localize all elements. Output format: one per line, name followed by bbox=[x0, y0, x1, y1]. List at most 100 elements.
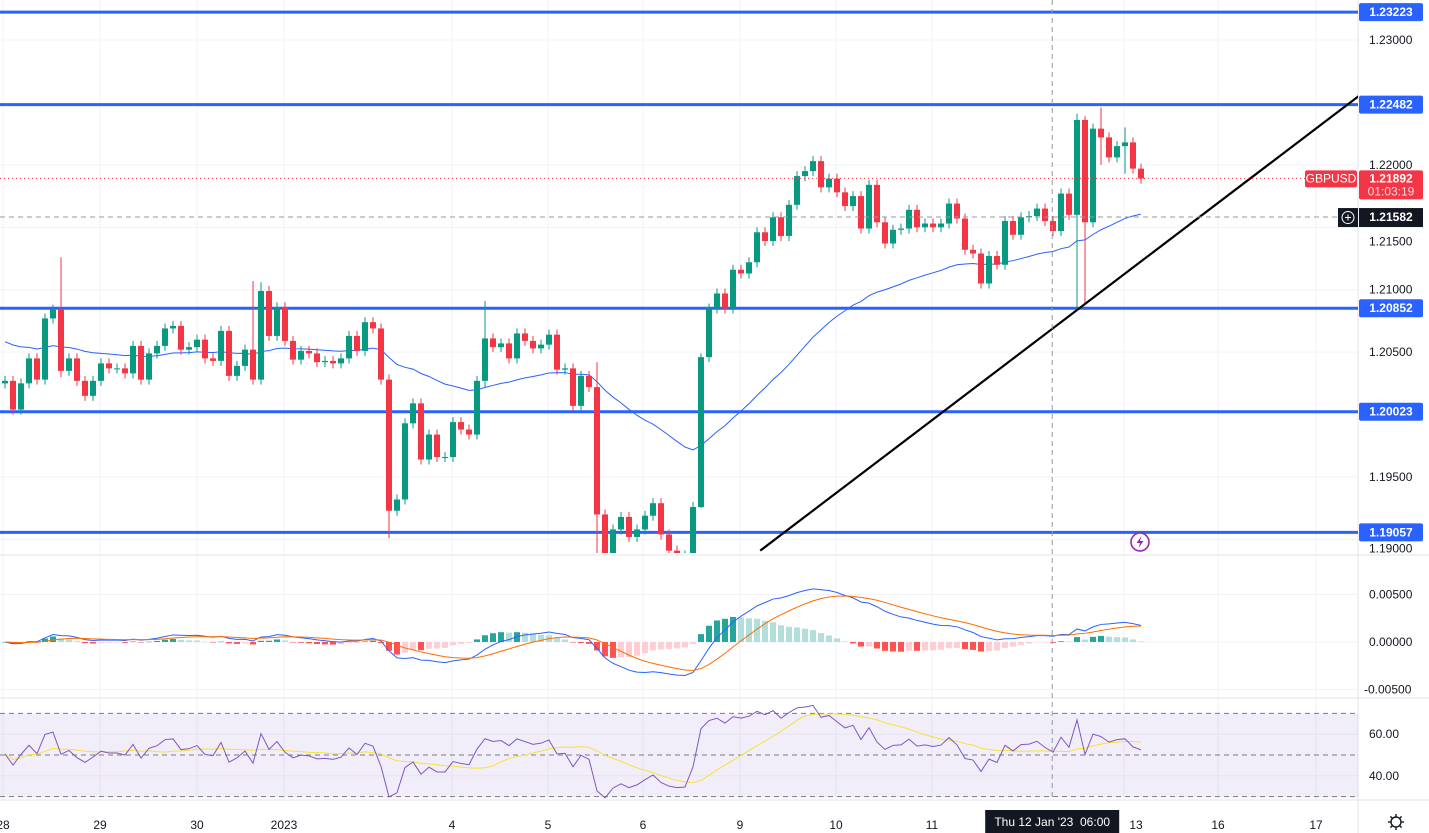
horizontal-levels[interactable] bbox=[0, 10, 1358, 534]
candle-down bbox=[1098, 107, 1104, 165]
candle-body bbox=[666, 534, 672, 551]
macd-histogram-bar bbox=[490, 633, 496, 642]
macd-histogram-bar bbox=[650, 642, 656, 651]
candle-body bbox=[498, 343, 504, 348]
candle-down bbox=[1106, 132, 1112, 163]
candle-body bbox=[858, 196, 864, 229]
macd-histogram-bar bbox=[378, 642, 384, 644]
macd-histogram-bar bbox=[146, 641, 152, 643]
lightning-icon[interactable] bbox=[1130, 532, 1150, 552]
candle-body bbox=[522, 333, 528, 341]
candle-down bbox=[378, 323, 384, 385]
candle-up bbox=[810, 156, 816, 177]
level-price-label: 1.19057 bbox=[1369, 525, 1413, 539]
candle-up bbox=[482, 300, 488, 388]
candle-body bbox=[730, 269, 736, 309]
trendline-group[interactable] bbox=[759, 95, 1360, 552]
macd-histogram-bar bbox=[1018, 642, 1024, 645]
macd-histogram-bar bbox=[338, 642, 344, 645]
price-tick-label: 1.23000 bbox=[1369, 33, 1413, 47]
macd-histogram-bar bbox=[666, 642, 672, 650]
candle-up bbox=[1018, 212, 1024, 240]
candle-down bbox=[490, 333, 496, 353]
candle-body bbox=[186, 347, 192, 350]
candle-body bbox=[890, 229, 896, 244]
candle-body bbox=[794, 176, 800, 205]
candle-up bbox=[906, 204, 912, 234]
candle-up bbox=[538, 339, 544, 354]
candle-body bbox=[234, 365, 240, 376]
candle-body bbox=[322, 360, 328, 363]
candle-body bbox=[658, 503, 664, 535]
candle-body bbox=[786, 204, 792, 237]
macd-histogram-bar bbox=[346, 642, 352, 644]
settings-gear-icon[interactable] bbox=[1388, 814, 1404, 830]
price-axis[interactable]: 1.23000 1.22000 1.21500 1.21000 1.20500 1.195… bbox=[1364, 33, 1413, 783]
candle-body bbox=[994, 256, 1000, 265]
macd-histogram-bar bbox=[362, 641, 368, 642]
macd-histogram-bar bbox=[978, 642, 984, 652]
candle-body bbox=[1050, 221, 1056, 232]
candle-down bbox=[122, 363, 128, 379]
macd-histogram-bar bbox=[450, 642, 456, 646]
crosshair-time-box bbox=[985, 810, 1120, 833]
macd-histogram-bar bbox=[1074, 637, 1080, 642]
macd-histogram-bar bbox=[898, 642, 904, 652]
macd-histogram-bar bbox=[98, 642, 104, 643]
macd-histogram-bar bbox=[850, 642, 856, 644]
candle-down bbox=[354, 330, 360, 356]
macd-histogram-bar bbox=[1098, 635, 1104, 642]
candle-up bbox=[618, 511, 624, 535]
candle-down bbox=[522, 328, 528, 346]
candle-down bbox=[290, 335, 296, 365]
macd-histogram-bar bbox=[418, 642, 424, 651]
macd-histogram-bar bbox=[306, 642, 312, 644]
candle-body bbox=[842, 192, 848, 207]
time-tick-label: 29 bbox=[93, 818, 107, 832]
candle-body bbox=[114, 368, 120, 370]
level-price-label-box bbox=[1359, 3, 1423, 22]
macd-histogram-bar bbox=[42, 638, 48, 642]
candle-body bbox=[202, 339, 208, 359]
macd-histogram-bar bbox=[578, 642, 584, 644]
macd-histogram-bar bbox=[642, 642, 648, 654]
macd-histogram-bar bbox=[130, 641, 136, 643]
macd-histogram-bar bbox=[1090, 636, 1096, 642]
plus-circle-icon[interactable] bbox=[1341, 211, 1355, 225]
candle-down bbox=[978, 248, 984, 289]
time-axis[interactable]: 28 29 30 2023 4 5 6 9 10 11 13 16 17 bbox=[0, 818, 1323, 832]
candle-body bbox=[978, 253, 984, 284]
candle-down bbox=[370, 317, 376, 334]
macd-line bbox=[4, 588, 1142, 676]
trendline[interactable] bbox=[759, 95, 1360, 552]
macd-tick-label: -0.00500 bbox=[1364, 683, 1412, 697]
macd-histogram-bar bbox=[882, 642, 888, 651]
candle-body bbox=[586, 375, 592, 388]
candle-up bbox=[650, 498, 656, 521]
candle-up bbox=[1002, 216, 1008, 270]
candle-body bbox=[706, 308, 712, 358]
macd-histogram-bar bbox=[690, 642, 696, 644]
candle-body bbox=[962, 218, 968, 250]
candle-up bbox=[258, 282, 264, 385]
time-tick-label: 11 bbox=[926, 818, 939, 832]
candle-body bbox=[826, 178, 832, 188]
candle-body bbox=[490, 338, 496, 348]
macd-histogram-bar bbox=[866, 642, 872, 647]
candle-body bbox=[466, 429, 472, 435]
candle-down bbox=[506, 338, 512, 364]
macd-histogram-bar bbox=[410, 642, 416, 650]
candle-up bbox=[322, 355, 328, 368]
candle-down bbox=[1042, 203, 1048, 227]
macd-histogram-bar bbox=[1122, 637, 1128, 642]
macd-histogram-bar bbox=[370, 640, 376, 642]
level-price-label-box bbox=[1359, 523, 1423, 542]
candle-down bbox=[842, 187, 848, 212]
macd-histogram-bar bbox=[506, 632, 512, 642]
candle-body bbox=[138, 345, 144, 380]
macd-histogram-bar bbox=[786, 626, 792, 642]
candle-up bbox=[218, 325, 224, 366]
macd-histogram-bar bbox=[1058, 641, 1064, 642]
candle-down bbox=[434, 429, 440, 463]
